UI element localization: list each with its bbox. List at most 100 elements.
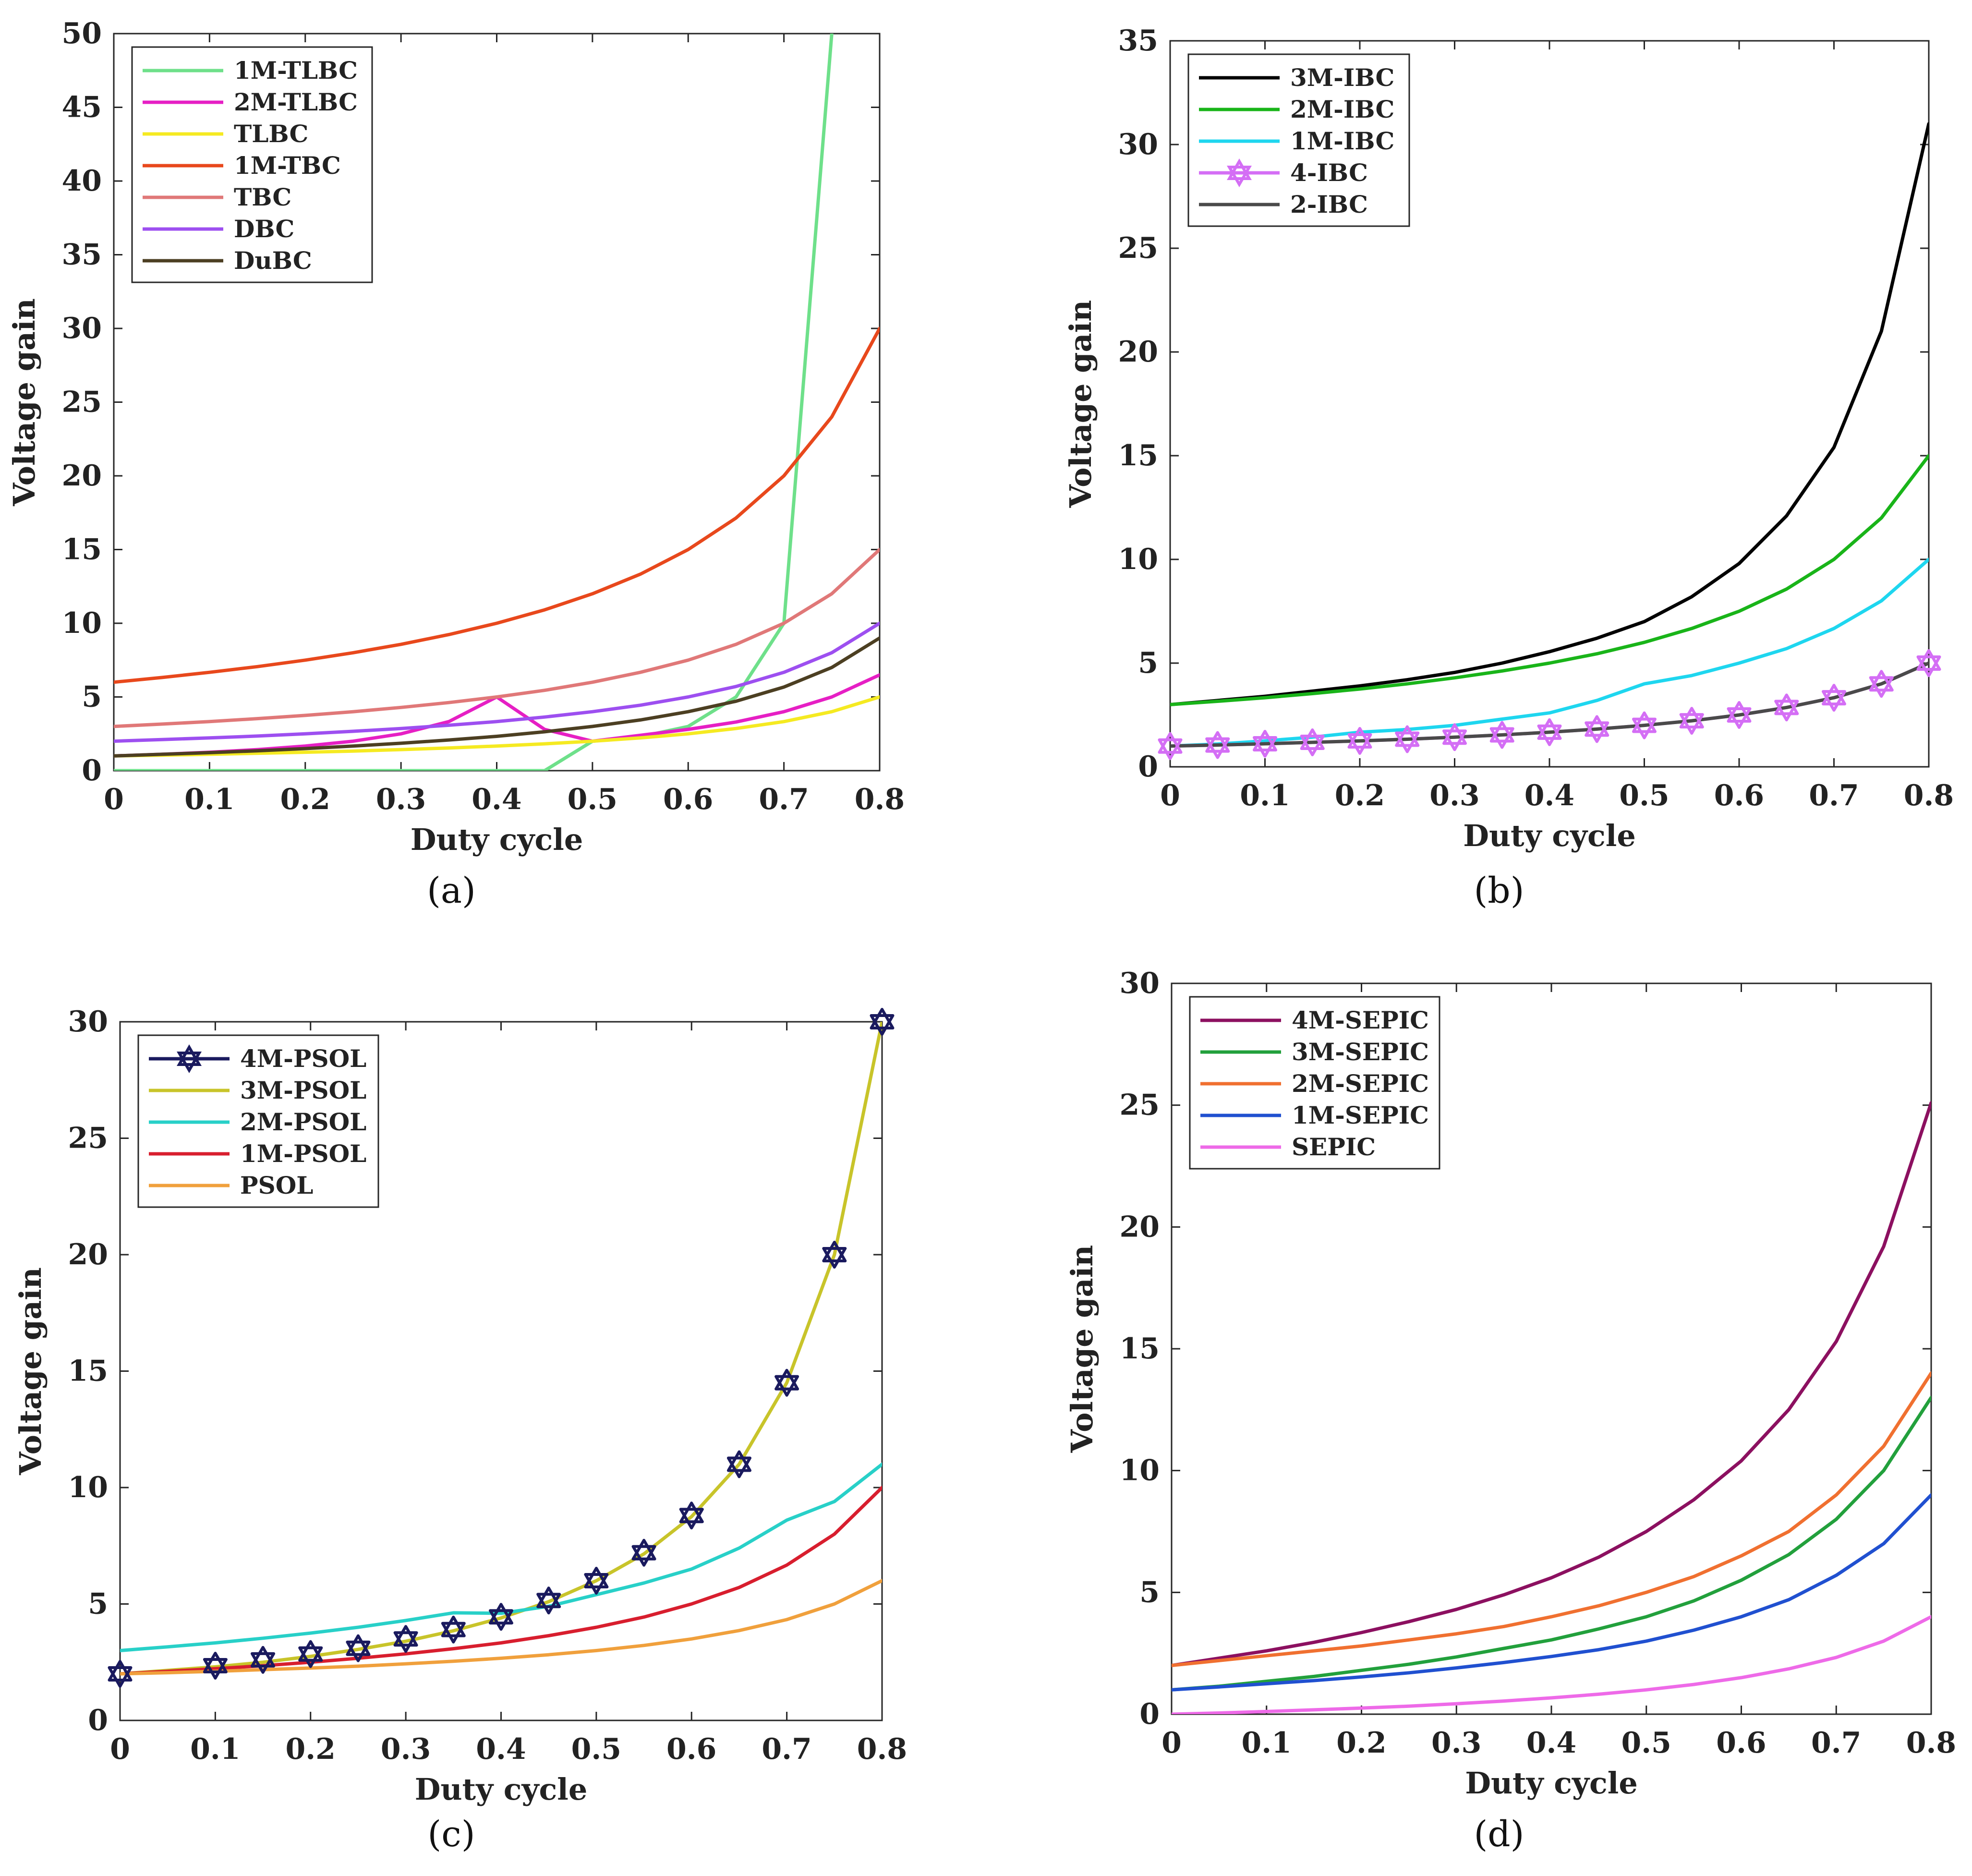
x-tick-label: 0.6 [666, 1732, 716, 1766]
x-tick-label: 0.1 [1240, 779, 1290, 812]
series-marker-4m-psol [393, 1625, 418, 1653]
y-tick-label: 0 [1139, 1697, 1160, 1731]
x-tick-label: 0.3 [381, 1732, 431, 1766]
plot-area [114, 34, 880, 771]
legend-label: 2M-PSOL [240, 1108, 366, 1136]
series-marker-4-ibc [1537, 718, 1562, 746]
series-line-tbc [114, 548, 880, 728]
series-line-sepic [1172, 1615, 1931, 1714]
legend-label: TLBC [234, 120, 308, 148]
x-tick-label: 0.7 [762, 1732, 811, 1766]
series-marker-4-ibc [1774, 693, 1799, 722]
legend-label: 2-IBC [1290, 190, 1368, 218]
x-tick-label: 0 [104, 783, 124, 816]
x-tick-label: 0 [110, 1732, 130, 1766]
panel-caption: (a) [427, 870, 476, 911]
x-tick-label: 0.3 [1429, 779, 1479, 812]
series-line-2-ibc [1170, 661, 1929, 748]
series-line-4m-sepic [1172, 1101, 1931, 1667]
y-tick-label: 5 [88, 1587, 108, 1621]
series-marker-4m-psol [346, 1634, 371, 1662]
y-tick-label: 25 [62, 386, 102, 419]
legend-label: 3M-SEPIC [1292, 1038, 1429, 1066]
legend-label: 1M-PSOL [240, 1139, 366, 1168]
y-tick-label: 20 [1120, 1210, 1160, 1244]
y-tick-label: 20 [1118, 335, 1159, 369]
series-marker-4m-psol [489, 1603, 513, 1631]
legend-label: 2M-TLBC [234, 88, 358, 116]
x-tick-label: 0.7 [1811, 1726, 1861, 1760]
y-tick-label: 5 [82, 680, 102, 714]
y-axis-label: Voltage gain [1063, 300, 1098, 508]
x-tick-label: 0.6 [663, 783, 713, 816]
x-tick-label: 0.3 [1431, 1726, 1481, 1760]
series-marker-4m-psol [441, 1615, 466, 1644]
x-tick-label: 0.1 [1242, 1726, 1292, 1760]
series-marker-4m-psol [584, 1567, 609, 1595]
y-tick-label: 35 [1118, 24, 1159, 58]
panel-caption: (d) [1474, 1814, 1524, 1855]
y-tick-label: 10 [1120, 1454, 1160, 1488]
y-tick-label: 0 [88, 1704, 108, 1737]
y-tick-label: 45 [62, 91, 102, 124]
series-marker-4-ibc [1489, 721, 1514, 749]
series-line-1m-ibc [1170, 557, 1929, 748]
legend-label: 4-IBC [1290, 158, 1368, 187]
series-marker-4-ibc [1300, 728, 1325, 756]
panel-caption: (c) [427, 1814, 475, 1855]
series-marker-4-ibc [1916, 649, 1941, 677]
legend-label: PSOL [240, 1171, 313, 1199]
series-marker-4m-psol [679, 1501, 704, 1530]
y-axis-label: Voltage gain [13, 1267, 48, 1476]
legend-label: 3M-IBC [1290, 63, 1394, 92]
series-line-3m-ibc [1170, 122, 1929, 706]
series-marker-4-ibc [1347, 727, 1372, 755]
series-marker-4-ibc [1158, 732, 1183, 760]
panel-a: 0 0.1 0.2 0.3 0.4 0.5 0.6 0.7 0.8 0 5 10 15 20 25 30 35 4… [7, 17, 905, 911]
y-tick-label: 30 [68, 1005, 109, 1039]
series-marker-4-ibc [1253, 730, 1277, 758]
series-line-1m-sepic [1172, 1493, 1931, 1692]
legend-marker [1227, 158, 1252, 187]
x-tick-label: 0.2 [1335, 779, 1385, 812]
x-tick-label: 0.5 [1621, 1726, 1671, 1760]
legend-label: DuBC [234, 246, 312, 275]
legend-label: 3M-PSOL [240, 1076, 366, 1104]
legend-label: 1M-IBC [1290, 127, 1394, 155]
series-marker-4-ibc [1822, 684, 1846, 712]
legend-label: 4M-SEPIC [1292, 1006, 1429, 1034]
panel-b: 0 0.1 0.2 0.3 0.4 0.5 0.6 0.7 0.8 0 5 10 15 20 25 30 35 D… [1063, 24, 1954, 911]
x-tick-label: 0.2 [1336, 1726, 1386, 1760]
plot-area [1172, 1101, 1931, 1714]
y-tick-label: 30 [62, 312, 102, 345]
y-tick-label: 10 [68, 1471, 109, 1504]
legend-label: 2M-IBC [1290, 95, 1394, 123]
x-tick-label: 0 [1160, 779, 1180, 812]
series-line-3m-psol [120, 1022, 882, 1676]
x-tick-label: 0.4 [476, 1732, 526, 1766]
x-tick-label: 0.2 [280, 783, 330, 816]
x-tick-label: 0.5 [571, 1732, 621, 1766]
series-marker-4-ibc [1442, 723, 1467, 751]
series-marker-4-ibc [1585, 715, 1609, 743]
series-marker-4-ibc [1205, 731, 1230, 759]
series-marker-4-ibc [1632, 711, 1657, 739]
series-line-2m-psol [120, 1463, 882, 1652]
series-line-dubc [114, 636, 880, 758]
y-tick-label: 15 [62, 533, 102, 567]
legend-label: TBC [234, 183, 291, 211]
series-line-2m-ibc [1170, 454, 1929, 706]
legend-label: 2M-SEPIC [1292, 1069, 1429, 1098]
x-tick-label: 0.4 [1524, 779, 1574, 812]
y-tick-label: 15 [1120, 1332, 1160, 1366]
series-marker-4m-psol [108, 1660, 133, 1688]
y-tick-label: 30 [1118, 128, 1159, 161]
series-marker-4m-psol [298, 1640, 323, 1668]
x-tick-label: 0.1 [184, 783, 234, 816]
series-marker-4m-psol [536, 1586, 561, 1615]
series-marker-4m-psol [251, 1646, 276, 1674]
x-tick-label: 0 [1161, 1726, 1182, 1760]
x-tick-label: 0.1 [190, 1732, 240, 1766]
y-tick-label: 20 [62, 459, 102, 493]
